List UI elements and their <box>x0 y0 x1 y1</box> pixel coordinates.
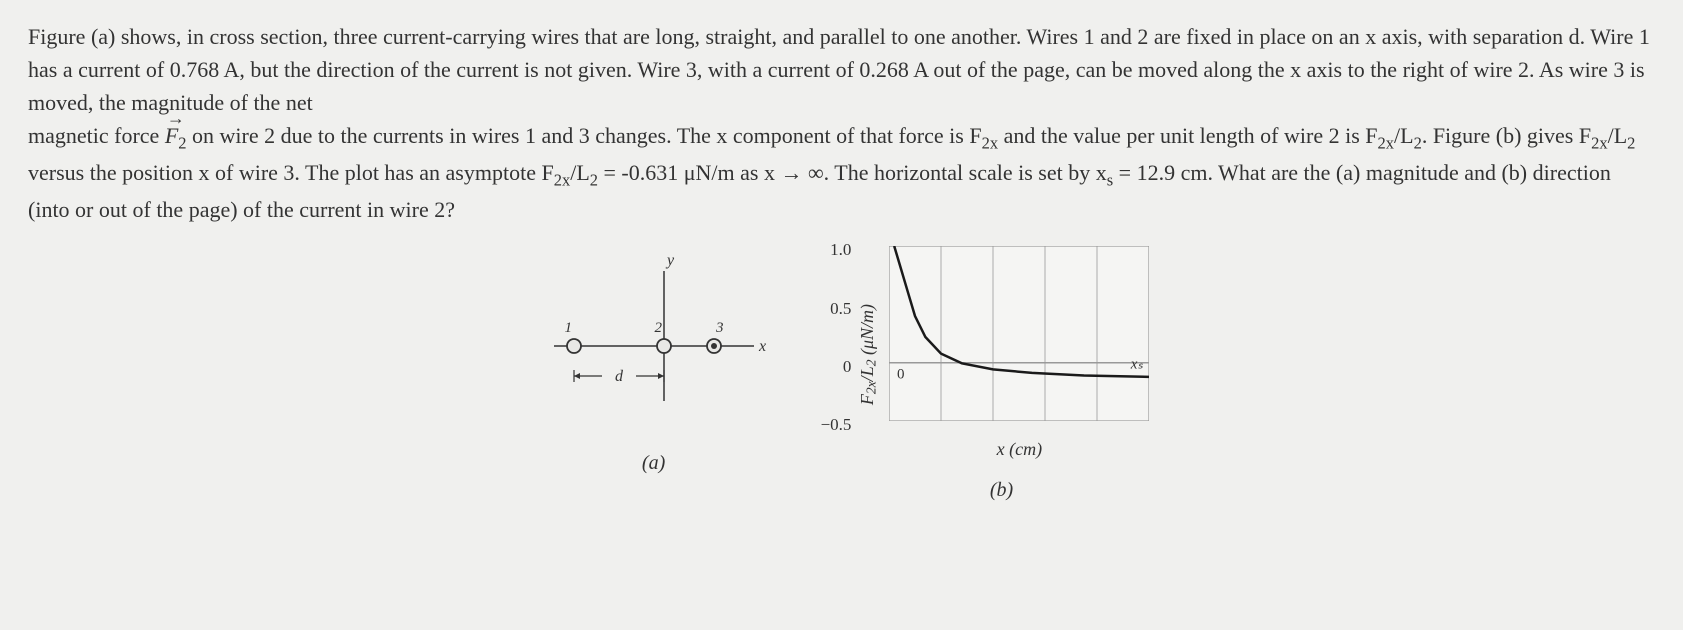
text-line1: Figure (a) shows, in cross section, thre… <box>28 24 1650 115</box>
y-tick-label: 0.5 <box>830 296 851 322</box>
svg-text:1: 1 <box>564 320 572 336</box>
x-axis-label: x (cm) <box>889 436 1149 463</box>
sub-2x-3: 2x <box>1591 133 1608 152</box>
sub-2x-4: 2x <box>554 171 571 190</box>
svg-text:x: x <box>758 338 766 355</box>
y-tick-label: −0.5 <box>821 412 852 438</box>
figure-a: y x 1 2 3 d (a) <box>534 246 774 505</box>
svg-text:0: 0 <box>897 367 905 383</box>
y-axis-label: F2x/L2 (μN/m) <box>854 304 882 405</box>
text-line2c: and the value per unit length of wire 2 … <box>998 123 1377 148</box>
figure-b-label: (b) <box>990 475 1013 505</box>
figures-container: yx123d (a) F2x/L2 (μN/m) 1.00.50−0.5 0xₛ… <box>28 246 1655 505</box>
figure-b: F2x/L2 (μN/m) 1.00.50−0.5 0xₛ x (cm) (b) <box>854 246 1150 505</box>
vector-sub: 2 <box>178 133 186 152</box>
sub-2-1: 2 <box>1414 133 1422 152</box>
svg-text:3: 3 <box>715 320 724 336</box>
vector-arrow: → <box>167 105 185 132</box>
sub-2-3: 2 <box>590 171 598 190</box>
chart-b-container: F2x/L2 (μN/m) 1.00.50−0.5 0xₛ x (cm) <box>854 246 1150 463</box>
svg-text:y: y <box>665 252 675 269</box>
plot-svg: 0 xₛ <box>889 246 1149 421</box>
figure-a-label: (a) <box>642 448 665 478</box>
text-line2b: on wire 2 due to the currents in wires 1… <box>187 123 982 148</box>
y-tick-label: 0 <box>843 354 852 380</box>
svg-text:xₛ: xₛ <box>1130 357 1144 373</box>
svg-text:2: 2 <box>654 320 662 336</box>
sub-2x-2: 2x <box>1378 133 1395 152</box>
diagram-a-svg: y x 1 2 3 d <box>534 246 774 436</box>
y-tick-label: 1.0 <box>830 237 851 263</box>
svg-text:d: d <box>615 368 624 385</box>
chart-area: 1.00.50−0.5 0xₛ x (cm) <box>889 246 1149 463</box>
sub-2-2: 2 <box>1627 133 1635 152</box>
force-vector: →F <box>165 119 178 152</box>
sub-2x-1: 2x <box>982 133 999 152</box>
problem-statement: Figure (a) shows, in cross section, thre… <box>28 20 1655 226</box>
text-line2a: magnetic force <box>28 123 165 148</box>
